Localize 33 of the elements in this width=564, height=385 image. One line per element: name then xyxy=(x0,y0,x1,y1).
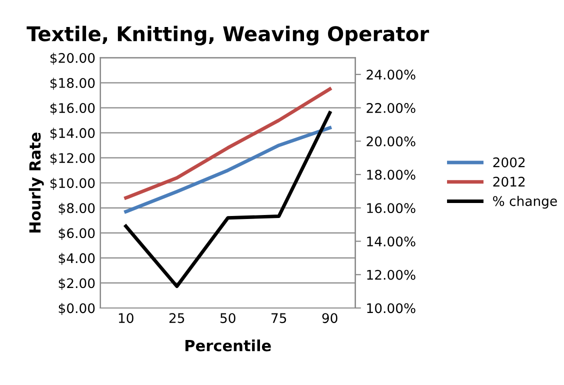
y2-tick-label: 16.00% xyxy=(367,203,416,214)
y-axis-title: Hourly Rate xyxy=(28,132,44,232)
y-tick-label: $14.00 xyxy=(50,128,95,140)
legend-label: 2012 xyxy=(493,176,525,187)
y-tick-label: $4.00 xyxy=(58,252,95,265)
y-tick-label: $0.00 xyxy=(58,302,95,315)
y2-tick-label: 22.00% xyxy=(366,103,416,113)
y2-tick-label: 10.00% xyxy=(367,303,416,314)
line-series xyxy=(124,126,332,214)
y2-tick-label: 18.00% xyxy=(367,170,416,180)
line-series xyxy=(124,111,332,288)
x-tick-label: 90 xyxy=(322,313,338,324)
y-tick-label: $18.00 xyxy=(50,78,95,90)
y2-tick-label: 12.00% xyxy=(367,270,416,280)
x-axis-title: Percentile xyxy=(185,340,271,352)
y2-tick-label: 24.00% xyxy=(366,70,416,80)
y-tick-label: $8.00 xyxy=(58,202,95,215)
x-tick-label: 75 xyxy=(272,313,286,324)
y-tick-label: $12.00 xyxy=(50,152,95,165)
legend-label: 2002 xyxy=(493,157,525,168)
y-tick-label: $16.00 xyxy=(50,102,95,115)
y-tick-label: $20.00 xyxy=(50,52,95,65)
legend-label: % change xyxy=(493,196,557,209)
x-tick-label: 10 xyxy=(118,313,134,324)
y2-tick-label: 14.00% xyxy=(367,236,416,246)
x-tick-label: 50 xyxy=(220,313,236,324)
y-tick-label: $6.00 xyxy=(58,228,95,240)
y-tick-label: $2.00 xyxy=(58,278,95,290)
y2-tick-label: 20.00% xyxy=(366,136,416,146)
chart-title: Textile, Knitting, Weaving Operator xyxy=(26,26,430,46)
line-series xyxy=(124,87,332,200)
x-tick-label: 25 xyxy=(169,313,184,324)
y-tick-label: $10.00 xyxy=(50,178,95,190)
